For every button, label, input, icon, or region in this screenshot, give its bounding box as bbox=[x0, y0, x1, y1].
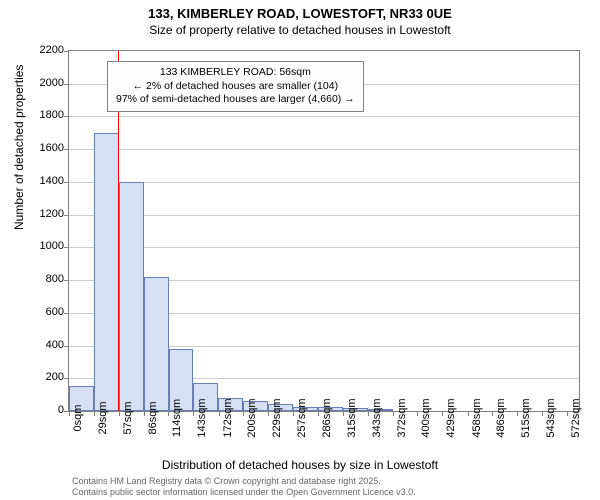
x-tick bbox=[343, 411, 344, 416]
gridline bbox=[69, 182, 579, 183]
y-tick bbox=[64, 378, 69, 379]
annotation-line-1: 133 KIMBERLEY ROAD: 56sqm bbox=[116, 66, 355, 80]
x-tick-label: 429sqm bbox=[445, 398, 457, 437]
y-tick bbox=[64, 51, 69, 52]
y-tick-label: 0 bbox=[24, 404, 64, 416]
x-tick-label: 400sqm bbox=[420, 398, 432, 437]
x-tick bbox=[268, 411, 269, 416]
x-tick bbox=[168, 411, 169, 416]
gridline bbox=[69, 247, 579, 248]
x-tick-label: 458sqm bbox=[471, 398, 483, 437]
y-tick bbox=[64, 215, 69, 216]
y-tick-label: 200 bbox=[24, 371, 64, 383]
x-tick bbox=[69, 411, 70, 416]
y-tick-label: 1400 bbox=[24, 175, 64, 187]
x-tick-label: 114sqm bbox=[171, 399, 183, 437]
y-tick-label: 400 bbox=[24, 339, 64, 351]
y-tick-label: 1600 bbox=[24, 142, 64, 154]
x-tick-label: 200sqm bbox=[246, 398, 258, 437]
chart-container: 133, KIMBERLEY ROAD, LOWESTOFT, NR33 0UE… bbox=[0, 0, 600, 500]
histogram-bar bbox=[119, 182, 144, 411]
x-tick bbox=[219, 411, 220, 416]
title-line-1: 133, KIMBERLEY ROAD, LOWESTOFT, NR33 0UE bbox=[0, 6, 600, 23]
footer-line-1: Contains HM Land Registry data © Crown c… bbox=[72, 476, 416, 487]
x-tick-label: 86sqm bbox=[147, 401, 159, 434]
x-tick-label: 143sqm bbox=[196, 398, 208, 437]
y-tick-label: 2200 bbox=[24, 44, 64, 56]
x-tick-label: 286sqm bbox=[321, 398, 333, 437]
x-axis-label: Distribution of detached houses by size … bbox=[0, 458, 600, 472]
x-tick-label: 543sqm bbox=[545, 398, 557, 437]
x-tick-label: 315sqm bbox=[346, 398, 358, 437]
footer-line-2: Contains public sector information licen… bbox=[72, 487, 416, 498]
y-tick bbox=[64, 182, 69, 183]
y-tick-label: 1200 bbox=[24, 208, 64, 220]
x-tick-label: 343sqm bbox=[371, 398, 383, 437]
y-tick bbox=[64, 280, 69, 281]
y-tick bbox=[64, 313, 69, 314]
annotation-line-2: ← 2% of detached houses are smaller (104… bbox=[116, 80, 355, 94]
x-tick bbox=[393, 411, 394, 416]
x-tick-label: 0sqm bbox=[72, 405, 84, 432]
histogram-bar bbox=[144, 277, 169, 411]
annotation-box: 133 KIMBERLEY ROAD: 56sqm ← 2% of detach… bbox=[107, 61, 364, 112]
gridline bbox=[69, 116, 579, 117]
chart-subtitle: Size of property relative to detached ho… bbox=[0, 23, 600, 41]
x-tick bbox=[567, 411, 568, 416]
y-tick bbox=[64, 346, 69, 347]
x-tick bbox=[193, 411, 194, 416]
x-tick bbox=[517, 411, 518, 416]
gridline bbox=[69, 149, 579, 150]
x-tick bbox=[293, 411, 294, 416]
x-tick bbox=[542, 411, 543, 416]
y-tick-label: 800 bbox=[24, 273, 64, 285]
x-tick bbox=[144, 411, 145, 416]
y-tick-label: 2000 bbox=[24, 77, 64, 89]
annotation-line-3: 97% of semi-detached houses are larger (… bbox=[116, 93, 355, 107]
y-tick bbox=[64, 247, 69, 248]
histogram-bar bbox=[94, 133, 119, 411]
x-tick-label: 172sqm bbox=[222, 398, 234, 437]
x-tick-label: 29sqm bbox=[97, 401, 109, 434]
x-tick-label: 486sqm bbox=[495, 398, 507, 437]
x-tick bbox=[368, 411, 369, 416]
footer-attribution: Contains HM Land Registry data © Crown c… bbox=[72, 476, 416, 498]
x-tick bbox=[492, 411, 493, 416]
x-tick-label: 57sqm bbox=[122, 401, 134, 434]
x-tick bbox=[468, 411, 469, 416]
x-tick bbox=[318, 411, 319, 416]
x-tick-label: 257sqm bbox=[296, 398, 308, 437]
x-tick-label: 229sqm bbox=[271, 398, 283, 437]
x-tick bbox=[94, 411, 95, 416]
x-tick-label: 572sqm bbox=[570, 398, 582, 437]
chart-title: 133, KIMBERLEY ROAD, LOWESTOFT, NR33 0UE bbox=[0, 0, 600, 23]
y-tick-label: 600 bbox=[24, 306, 64, 318]
y-tick-label: 1000 bbox=[24, 240, 64, 252]
gridline bbox=[69, 215, 579, 216]
plot-area: 133 KIMBERLEY ROAD: 56sqm ← 2% of detach… bbox=[68, 50, 580, 412]
x-tick bbox=[417, 411, 418, 416]
x-tick-label: 372sqm bbox=[396, 398, 408, 437]
x-tick bbox=[243, 411, 244, 416]
x-tick bbox=[119, 411, 120, 416]
y-tick bbox=[64, 84, 69, 85]
y-tick bbox=[64, 116, 69, 117]
y-tick-label: 1800 bbox=[24, 109, 64, 121]
x-tick bbox=[442, 411, 443, 416]
x-tick-label: 515sqm bbox=[520, 398, 532, 437]
y-tick bbox=[64, 149, 69, 150]
